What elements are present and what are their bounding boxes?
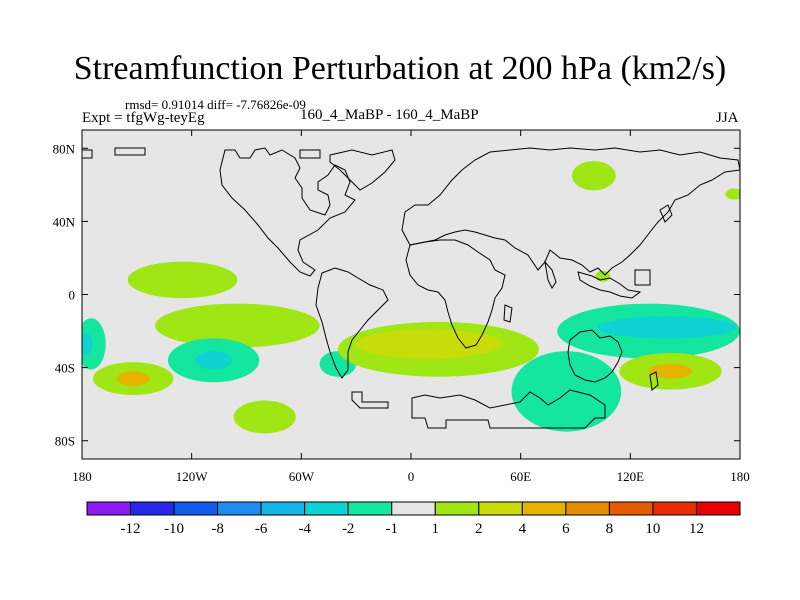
colorbar-label: 2 [475, 521, 483, 537]
contour-region-1 [155, 303, 320, 348]
coastline-south-america [315, 267, 389, 379]
x-tick-label: 60E [510, 469, 531, 484]
contour-regions [82, 161, 740, 434]
coastline-southeast-asia-islands [577, 269, 651, 299]
x-tick-label: 120E [617, 469, 645, 484]
colorbar-label: 10 [645, 521, 660, 537]
colorbar-label: -10 [164, 521, 184, 537]
contour-region-14 [597, 316, 737, 339]
colorbar-swatch [434, 501, 480, 516]
colorbar-label: 4 [519, 521, 527, 537]
colorbar-swatch [347, 501, 393, 516]
colorbar-label: 12 [689, 521, 704, 537]
contour-region-19 [82, 332, 93, 355]
contour-region-9 [356, 329, 503, 359]
y-tick-label: 40N [53, 214, 76, 229]
x-tick-label: 0 [408, 469, 415, 484]
colorbar-swatch [217, 501, 262, 516]
colorbar-label: 6 [562, 521, 570, 537]
colorbar-swatch [521, 501, 567, 516]
colorbar-swatch [391, 501, 436, 516]
colorbar-swatch [173, 501, 219, 516]
colorbar-label: -4 [298, 521, 311, 537]
colorbar-label: -2 [342, 521, 355, 537]
coastlines [82, 147, 740, 429]
colorbar-swatch [695, 501, 741, 516]
coastline-new-zealand [649, 371, 659, 391]
season-label: JJA [716, 110, 739, 126]
contour-region-5 [195, 351, 232, 370]
colorbar-label: -12 [121, 521, 141, 537]
contour-region-10 [571, 161, 616, 191]
colorbar-swatch [304, 501, 349, 516]
colorbar: -12 -10 -8 -6 -4 -2 -1 1 2 4 6 8 10 12 [86, 501, 741, 537]
colorbar-swatch [608, 501, 654, 516]
x-tick-label: 120W [176, 469, 209, 484]
y-tick-label: 80S [55, 434, 75, 449]
contour-region-15 [511, 351, 622, 432]
contour-region-18 [82, 318, 106, 370]
coastline-japan [659, 204, 673, 223]
y-tick-label: 0 [69, 288, 76, 303]
colorbar-swatch [130, 501, 175, 516]
colorbar-swatch [260, 501, 306, 516]
contour-region-17 [648, 363, 693, 379]
coastline-madagascar [503, 304, 513, 323]
axis-ticks [81, 130, 741, 459]
rmsd-subtitle: rmsd= 0.91014 diff= -7.76826e-09 [125, 97, 306, 112]
colorbar-label: 8 [606, 521, 614, 537]
case-label: 160_4_MaBP - 160_4_MaBP [300, 107, 479, 123]
colorbar-label: -1 [385, 521, 398, 537]
colorbar-swatch [565, 501, 610, 516]
contour-region-12 [725, 188, 740, 200]
chart-title: Streamfunction Perturbation at 200 hPa (… [73, 50, 727, 87]
axis-tick-labels: 180 120W 60W 0 60E 120E 180 80N 40N 0 40S 80S [53, 141, 750, 484]
colorbar-label: 1 [432, 521, 440, 537]
coastline-australia [567, 329, 623, 383]
y-tick-label: 80N [53, 141, 76, 156]
colorbar-label: -8 [211, 521, 224, 537]
experiment-label: Expt = tfgWg-teyEg [82, 110, 205, 126]
y-tick-label: 40S [55, 361, 75, 376]
contour-region-0 [127, 261, 238, 299]
x-tick-label: 180 [730, 469, 750, 484]
contour-region-3 [116, 371, 150, 386]
colorbar-swatch [652, 501, 697, 516]
contour-region-6 [233, 400, 296, 434]
coastline-africa [405, 239, 506, 349]
x-tick-label: 180 [72, 469, 92, 484]
colorbar-label: -6 [255, 521, 268, 537]
coastline-north-america [219, 147, 356, 277]
coastline-antarctica [351, 389, 606, 429]
colorbar-swatch [86, 501, 132, 516]
coastline-greenland [329, 149, 396, 191]
x-tick-label: 60W [289, 469, 315, 484]
coastline-indian-peninsula [544, 260, 557, 289]
coastline-arctic-islands [82, 147, 321, 159]
coastline-eurasia [401, 147, 740, 276]
colorbar-swatch [478, 501, 523, 516]
